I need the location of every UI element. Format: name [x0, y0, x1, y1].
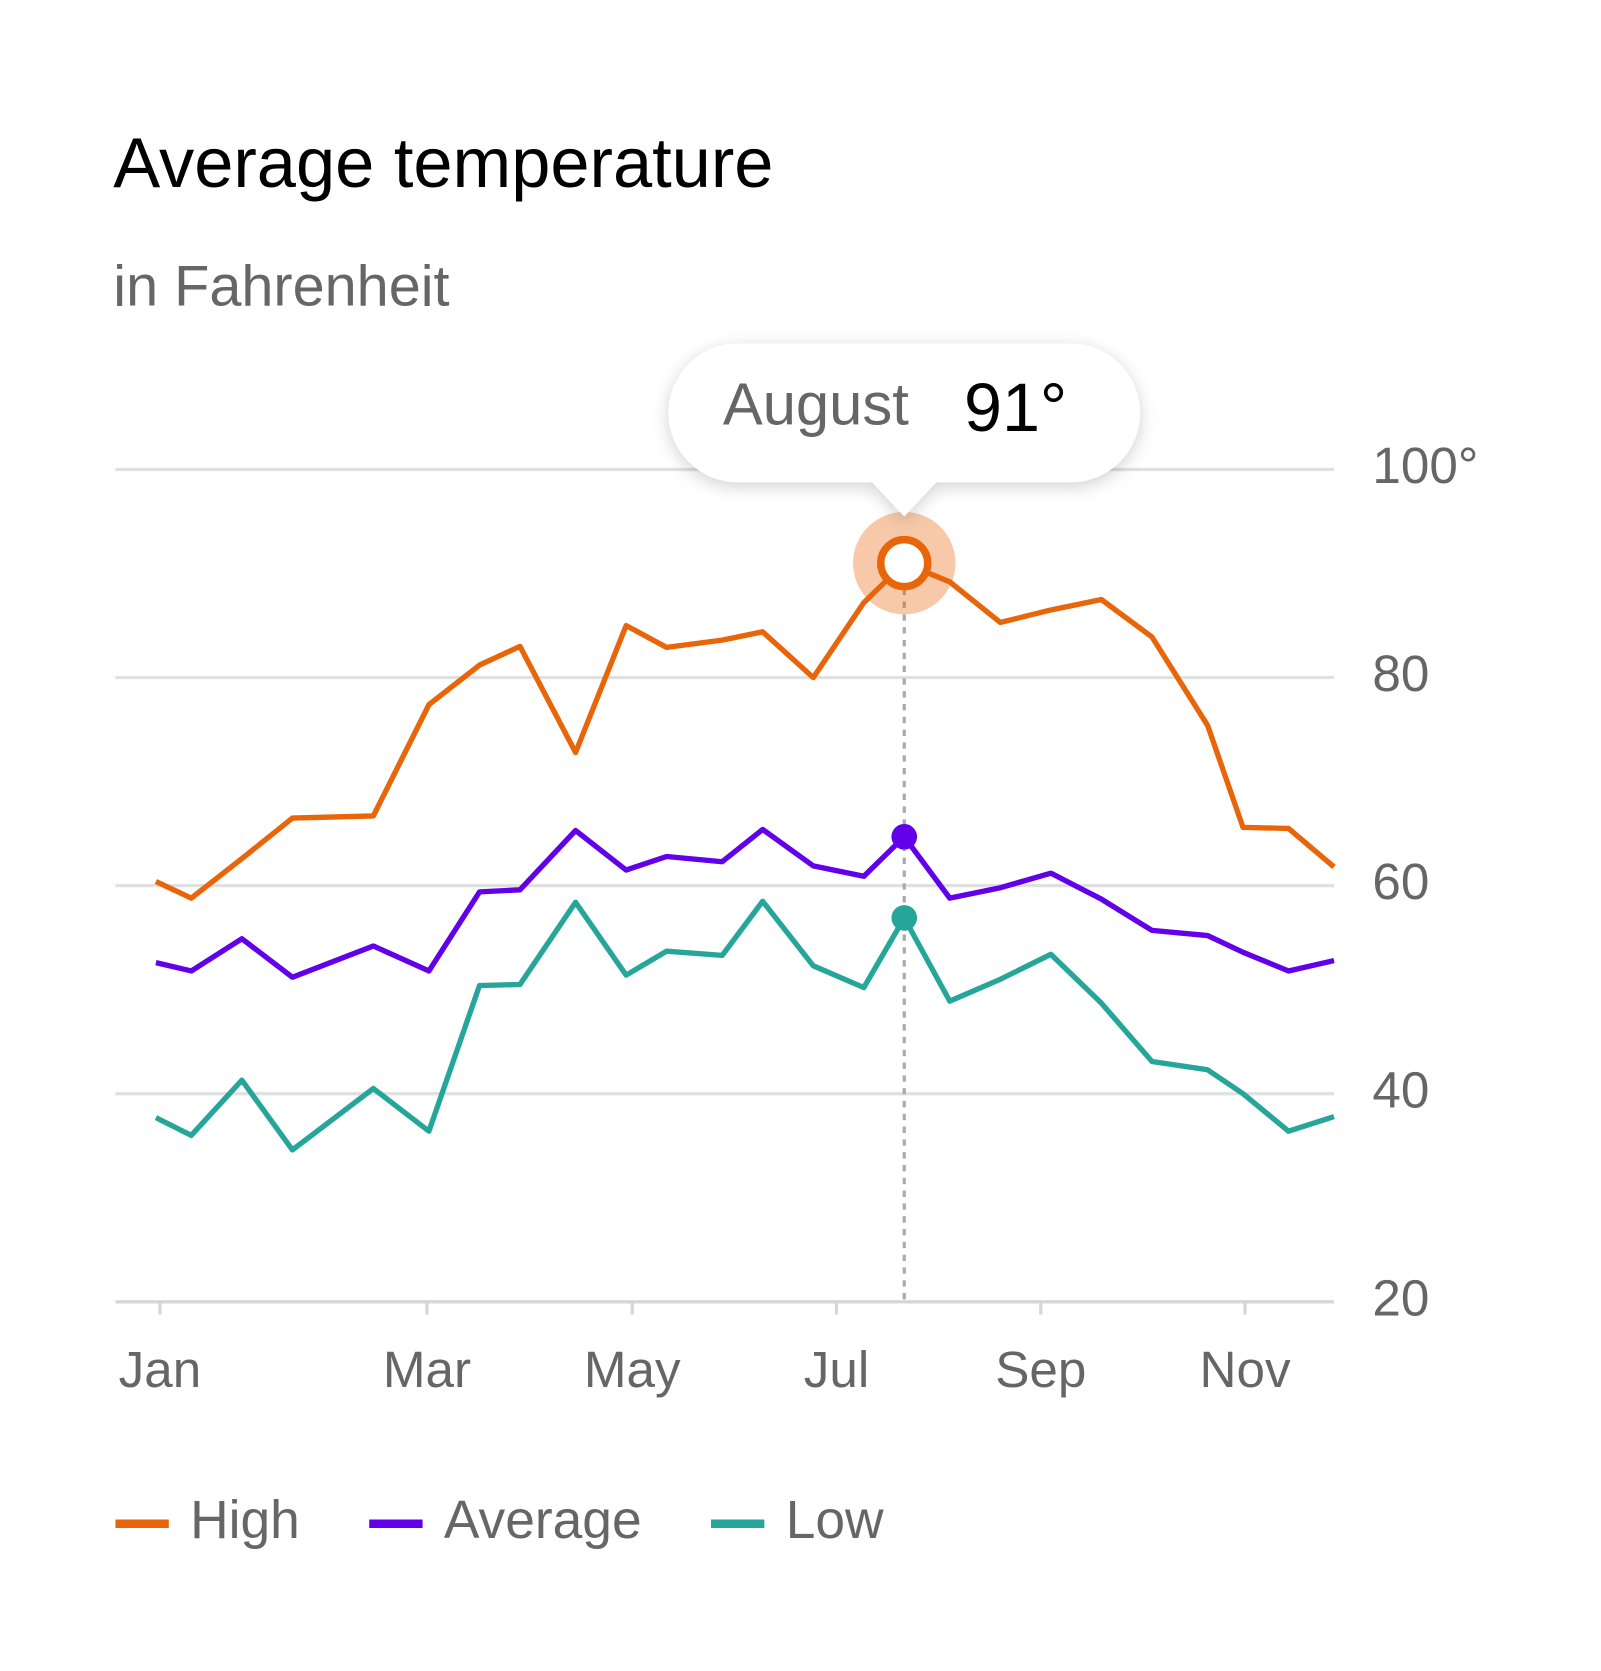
y-tick-label: 40: [1372, 1061, 1429, 1118]
highlight-point: [891, 905, 918, 931]
series-line: [154, 898, 1335, 1153]
series-line: [155, 826, 1335, 980]
y-tick-label: 20: [1372, 1269, 1429, 1326]
series-line: [154, 560, 1336, 901]
x-tick-label: Jan: [119, 1341, 202, 1398]
x-tick-label: May: [584, 1341, 681, 1398]
y-tick-label: 80: [1372, 645, 1429, 702]
x-tick-label: Jul: [804, 1341, 869, 1398]
tooltip-box: [668, 343, 1141, 517]
y-tick-label: 100°: [1372, 437, 1478, 494]
y-tick-label: 60: [1372, 853, 1429, 910]
tooltip-label: August: [723, 370, 909, 437]
x-tick-label: Sep: [995, 1341, 1086, 1398]
legend-label: Average: [444, 1491, 642, 1550]
chart-title: Average temperature: [113, 123, 773, 202]
highlight-point: [891, 823, 918, 850]
legend-label: Low: [786, 1491, 884, 1550]
x-tick-label: Nov: [1200, 1341, 1291, 1398]
highlight-point: [877, 535, 932, 591]
legend-label: High: [190, 1491, 300, 1550]
chart-subtitle: in Fahrenheit: [113, 254, 449, 318]
tooltip: [668, 343, 1141, 517]
x-tick-label: Mar: [383, 1341, 471, 1398]
tooltip-value: 91°: [964, 370, 1067, 446]
